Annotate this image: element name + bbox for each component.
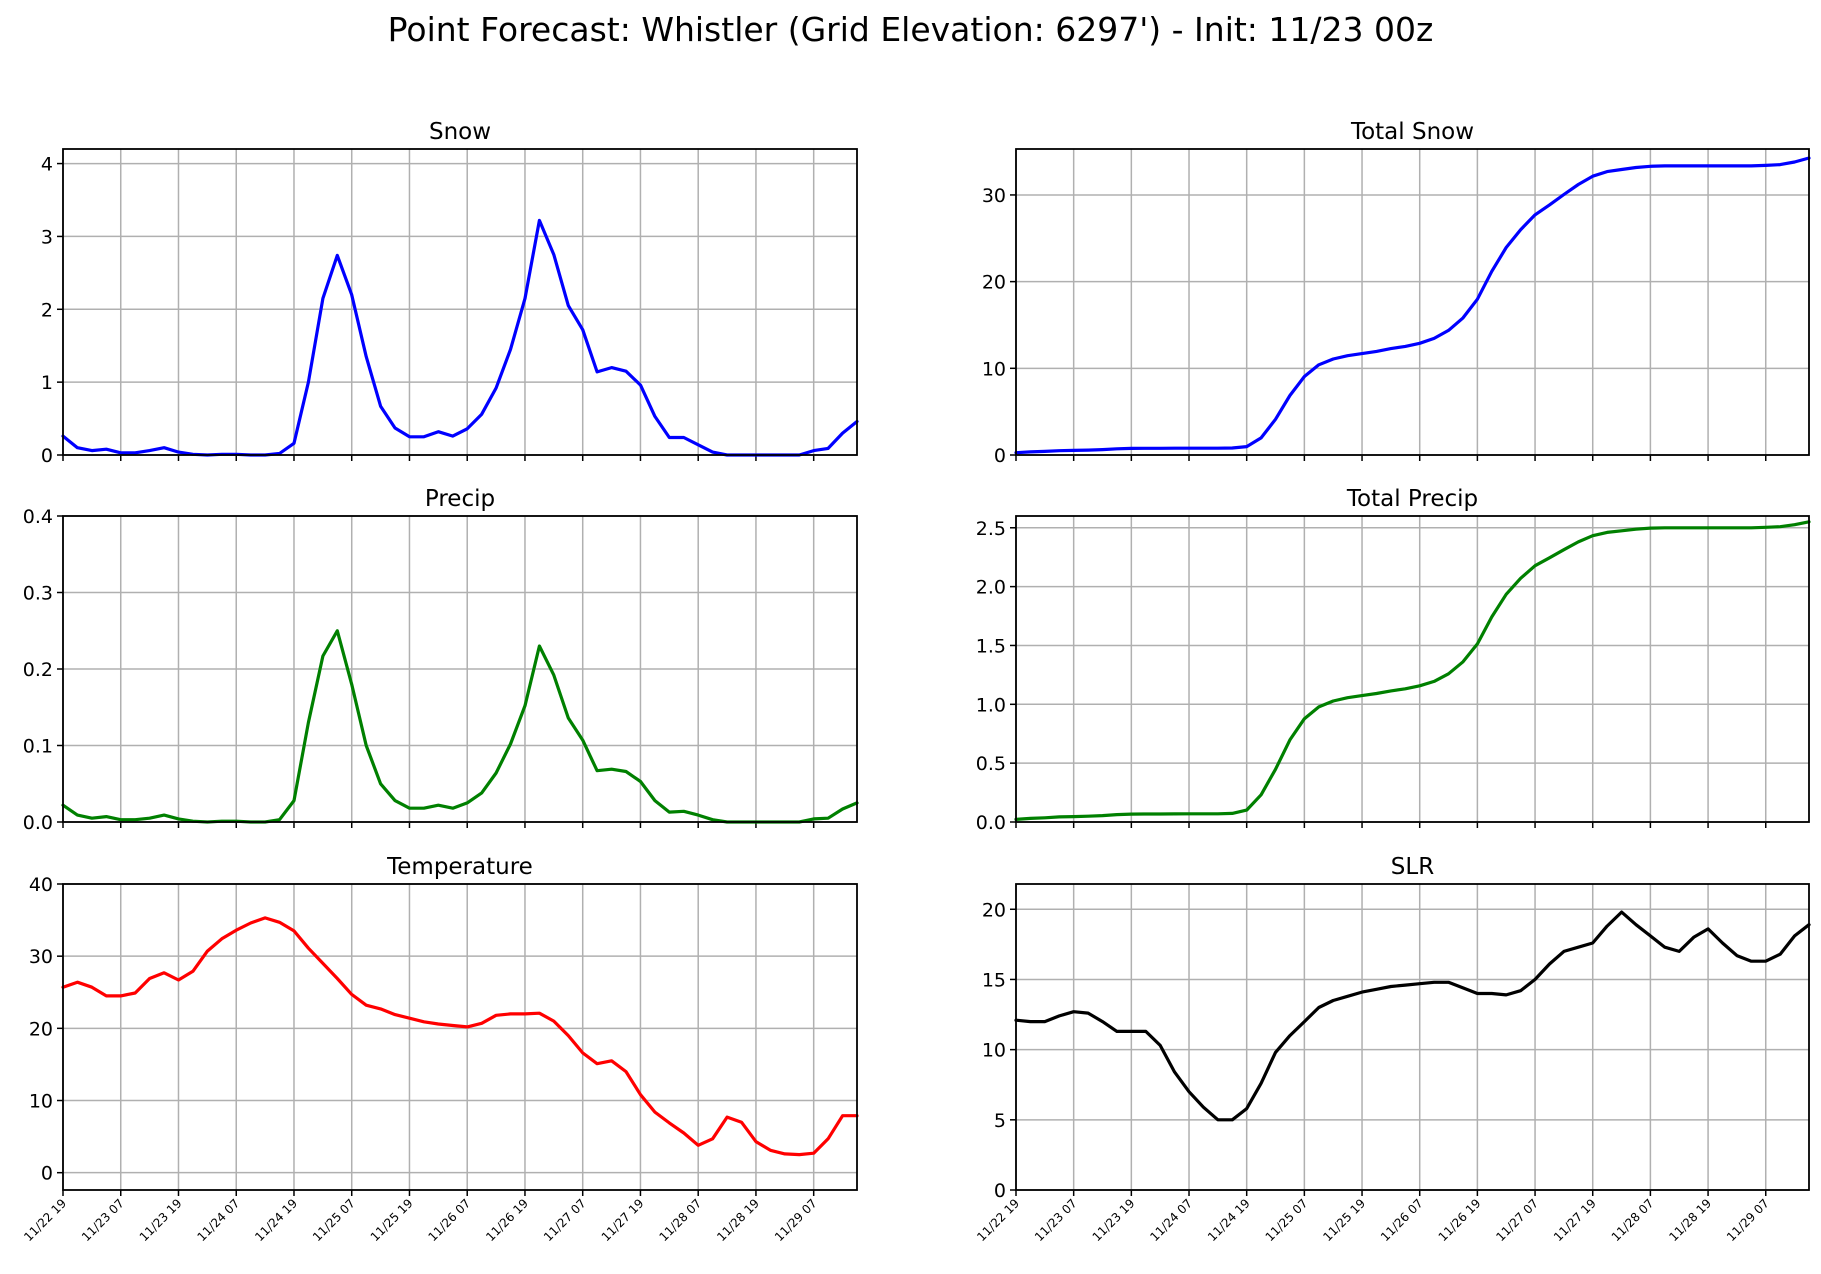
y-tick-label: 20	[982, 899, 1006, 921]
x-tick-label: 11/23 19	[1090, 1196, 1138, 1244]
y-tick-label: 0	[994, 1180, 1006, 1202]
series-line	[1014, 910, 1811, 1122]
y-tick-label: 10	[982, 1040, 1006, 1062]
y-tick-label: 0.0	[976, 812, 1006, 834]
series-line	[61, 629, 859, 824]
y-tick-label: 20	[29, 1018, 53, 1040]
x-tick-label: 11/27 19	[1551, 1196, 1599, 1244]
y-tick-label: 0.4	[23, 506, 53, 528]
x-tick-label: 11/26 19	[483, 1196, 531, 1244]
axes-frame	[1015, 515, 1810, 823]
y-tick-label: 1.5	[976, 635, 1006, 657]
subplot-title: Precip	[425, 486, 495, 512]
x-tick-label: 11/27 19	[599, 1196, 647, 1244]
y-tick-label: 2.0	[976, 577, 1006, 599]
y-tick-label: 2.5	[976, 518, 1006, 540]
y-tick-label: 10	[29, 1091, 53, 1113]
y-tick-label: 30	[29, 946, 53, 968]
subplot-title: Snow	[429, 119, 491, 145]
subplot-title: Total Snow	[1350, 119, 1474, 145]
x-tick-label: 11/27 07	[1493, 1196, 1541, 1244]
x-tick-label: 11/28 19	[1666, 1196, 1714, 1244]
y-tick-label: 30	[982, 185, 1006, 207]
x-tick-label: 11/25 19	[1320, 1196, 1368, 1244]
x-tick-label: 11/24 19	[252, 1196, 300, 1244]
x-tick-label: 11/23 07	[1032, 1196, 1080, 1244]
y-tick-label: 40	[29, 874, 53, 896]
x-tick-label: 11/26 07	[1378, 1196, 1426, 1244]
y-tick-label: 3	[41, 226, 53, 248]
axes-frame	[62, 883, 858, 1191]
y-tick-label: 1	[41, 372, 53, 394]
axes-frame	[62, 148, 858, 456]
x-tick-label: 11/29 07	[772, 1196, 820, 1244]
x-tick-label: 11/28 07	[656, 1196, 704, 1244]
series-line	[1014, 156, 1811, 455]
figure-title: Point Forecast: Whistler (Grid Elevation…	[387, 10, 1434, 49]
subplot-precip: Precip 0.0 0.1 0.2 0.3 0.4	[23, 486, 859, 834]
x-tick-label: 11/26 19	[1436, 1196, 1484, 1244]
y-tick-label: 5	[994, 1110, 1006, 1132]
y-tick-label: 0.5	[976, 753, 1006, 775]
x-tick-label: 11/23 07	[79, 1196, 127, 1244]
y-tick-label: 0	[41, 445, 53, 467]
y-tick-label: 4	[41, 154, 53, 176]
y-tick-label: 0.1	[23, 736, 53, 758]
y-tick-label: 0.0	[23, 812, 53, 834]
subplot-slr: SLR 11/22 19 11/23 07 11/23 19 11/24 07 11/24…	[974, 854, 1811, 1244]
x-tick-label: 11/22 19	[974, 1196, 1022, 1244]
y-tick-label: 10	[982, 358, 1006, 380]
y-tick-label: 0.3	[23, 583, 53, 605]
subplot-total-snow: Total Snow 0 10 20 30	[982, 119, 1811, 467]
y-tick-label: 20	[982, 272, 1006, 294]
x-tick-label: 11/23 19	[137, 1196, 185, 1244]
x-tick-label: 11/22 19	[21, 1196, 69, 1244]
y-tick-label: 0	[41, 1163, 53, 1185]
y-tick-label: 0.2	[23, 659, 53, 681]
x-tick-label: 11/26 07	[425, 1196, 473, 1244]
x-tick-label: 11/27 07	[541, 1196, 589, 1244]
x-tick-label: 11/25 07	[1263, 1196, 1311, 1244]
series-line	[1014, 520, 1811, 822]
x-tick-label: 11/25 19	[368, 1196, 416, 1244]
y-tick-label: 1.0	[976, 694, 1006, 716]
subplot-title: Total Precip	[1346, 486, 1478, 512]
series-line	[61, 218, 859, 457]
axes-frame	[1015, 883, 1810, 1191]
axes-frame	[1015, 148, 1810, 456]
subplot-snow: Snow 0 1 2 3 4	[41, 119, 859, 467]
series-line	[61, 916, 859, 1157]
x-tick-label: 11/28 07	[1609, 1196, 1657, 1244]
axes-frame	[62, 515, 858, 823]
subplot-total-precip: Total Precip 0.0 0.5 1.0 1.5 2.0 2.5	[976, 486, 1811, 834]
x-tick-label: 11/25 07	[310, 1196, 358, 1244]
subplot-title: SLR	[1391, 854, 1434, 880]
x-tick-label: 11/24 07	[1147, 1196, 1195, 1244]
y-tick-label: 0	[994, 445, 1006, 467]
x-tick-label: 11/24 07	[195, 1196, 243, 1244]
subplot-title: Temperature	[386, 854, 533, 880]
y-tick-label: 2	[41, 299, 53, 321]
x-tick-label: 11/29 07	[1724, 1196, 1772, 1244]
x-tick-label: 11/28 19	[714, 1196, 762, 1244]
y-tick-label: 15	[982, 969, 1006, 991]
x-tick-label: 11/24 19	[1205, 1196, 1253, 1244]
